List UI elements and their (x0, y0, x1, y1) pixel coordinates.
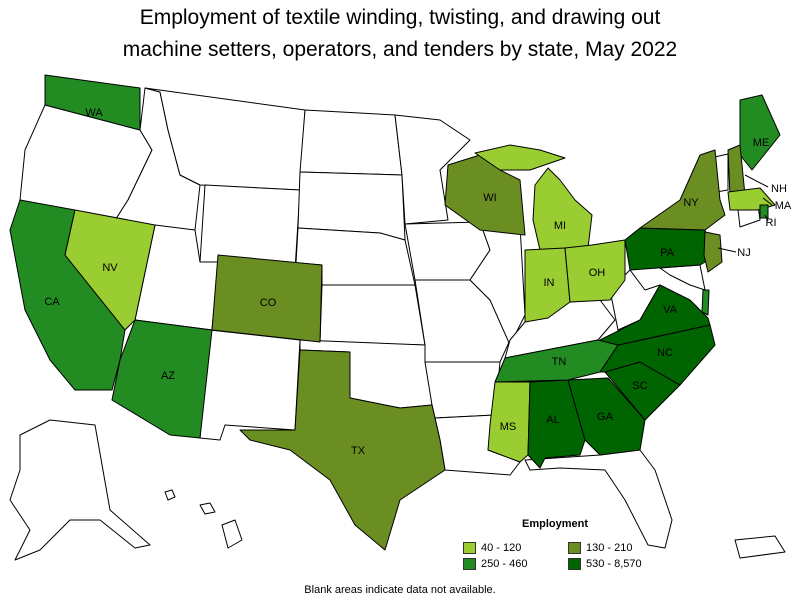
state-MD (659, 264, 706, 291)
label-MS: MS (500, 421, 517, 433)
legend-item-40-120: 40 - 120 (463, 542, 568, 554)
state-OH (564, 239, 626, 303)
state-NY (639, 149, 726, 231)
legend-item-530-8570: 530 - 8,570 (568, 558, 678, 570)
state-TX (239, 349, 446, 551)
state-HI (164, 489, 243, 549)
label-AZ: AZ (161, 370, 175, 382)
legend-label: 250 - 460 (481, 558, 528, 570)
state-PR (734, 535, 786, 559)
footnote: Blank areas indicate data not available. (304, 584, 496, 596)
label-NH: NH (771, 183, 787, 195)
no-data-states (9, 87, 786, 561)
label-SC: SC (632, 380, 647, 392)
label-MI: MI (554, 220, 566, 232)
leader-line-nj (717, 247, 737, 253)
legend: Employment 40 - 120 130 - 210 250 - 460 … (463, 518, 703, 570)
state-DE (701, 289, 710, 316)
label-TX: TX (351, 445, 366, 457)
title-line-2: machine setters, operators, and tenders … (122, 38, 678, 61)
label-WI: WI (483, 192, 496, 204)
state-WY (199, 184, 301, 271)
legend-item-130-210: 130 - 210 (568, 542, 678, 554)
legend-item-250-460: 250 - 460 (463, 558, 568, 570)
leader-lines (717, 174, 773, 253)
state-WA (44, 74, 141, 131)
state-AR (424, 361, 501, 419)
us-state-map: WA CA NV AZ CO TX WI MI IN OH MS AL GA S… (9, 74, 792, 561)
legend-swatch (568, 558, 581, 570)
title-line-1: Employment of textile winding, twisting,… (139, 6, 661, 29)
label-NV: NV (102, 262, 118, 274)
label-NJ: NJ (737, 247, 750, 259)
map-title: Employment of textile winding, twisting,… (0, 2, 800, 66)
legend-label: 130 - 210 (586, 542, 633, 554)
state-TN (494, 339, 619, 383)
label-OH: OH (589, 267, 606, 279)
label-ME: ME (753, 137, 770, 149)
data-states (9, 74, 781, 551)
state-NM (199, 329, 301, 441)
leader-line-ma (762, 197, 773, 206)
state-IL (469, 221, 526, 346)
label-VA: VA (663, 304, 678, 316)
label-WA: WA (85, 107, 103, 119)
state-NV (64, 209, 156, 331)
state-KS (319, 284, 426, 346)
state-MI (474, 144, 593, 251)
label-RI: RI (766, 217, 777, 229)
label-MA: MA (775, 200, 792, 212)
state-CO (211, 254, 323, 343)
state-ME (739, 94, 781, 171)
leader-line-nh (744, 174, 769, 188)
label-IN: IN (544, 277, 555, 289)
legend-grid: 40 - 120 130 - 210 250 - 460 530 - 8,570 (463, 542, 703, 570)
legend-swatch (463, 558, 476, 570)
label-PA: PA (660, 247, 675, 259)
state-NJ (703, 231, 723, 273)
legend-label: 40 - 120 (481, 542, 522, 554)
state-MN (394, 114, 471, 225)
state-IN (524, 247, 571, 323)
label-NC: NC (657, 347, 673, 359)
label-CO: CO (260, 297, 277, 309)
legend-title: Employment (522, 518, 589, 530)
legend-swatch (463, 542, 476, 554)
state-AK (9, 419, 151, 561)
label-GA: GA (597, 411, 614, 423)
label-CA: CA (44, 296, 60, 308)
label-NY: NY (683, 197, 699, 209)
state-GA (567, 377, 646, 456)
state-labels: WA CA NV AZ CO TX WI MI IN OH MS AL GA S… (44, 107, 792, 457)
leader-line-ri (764, 214, 769, 222)
legend-label: 530 - 8,570 (586, 558, 642, 570)
label-AL: AL (546, 414, 559, 426)
label-TN: TN (552, 356, 567, 368)
state-ND (299, 109, 403, 176)
state-RI (759, 204, 769, 219)
legend-swatch (568, 542, 581, 554)
